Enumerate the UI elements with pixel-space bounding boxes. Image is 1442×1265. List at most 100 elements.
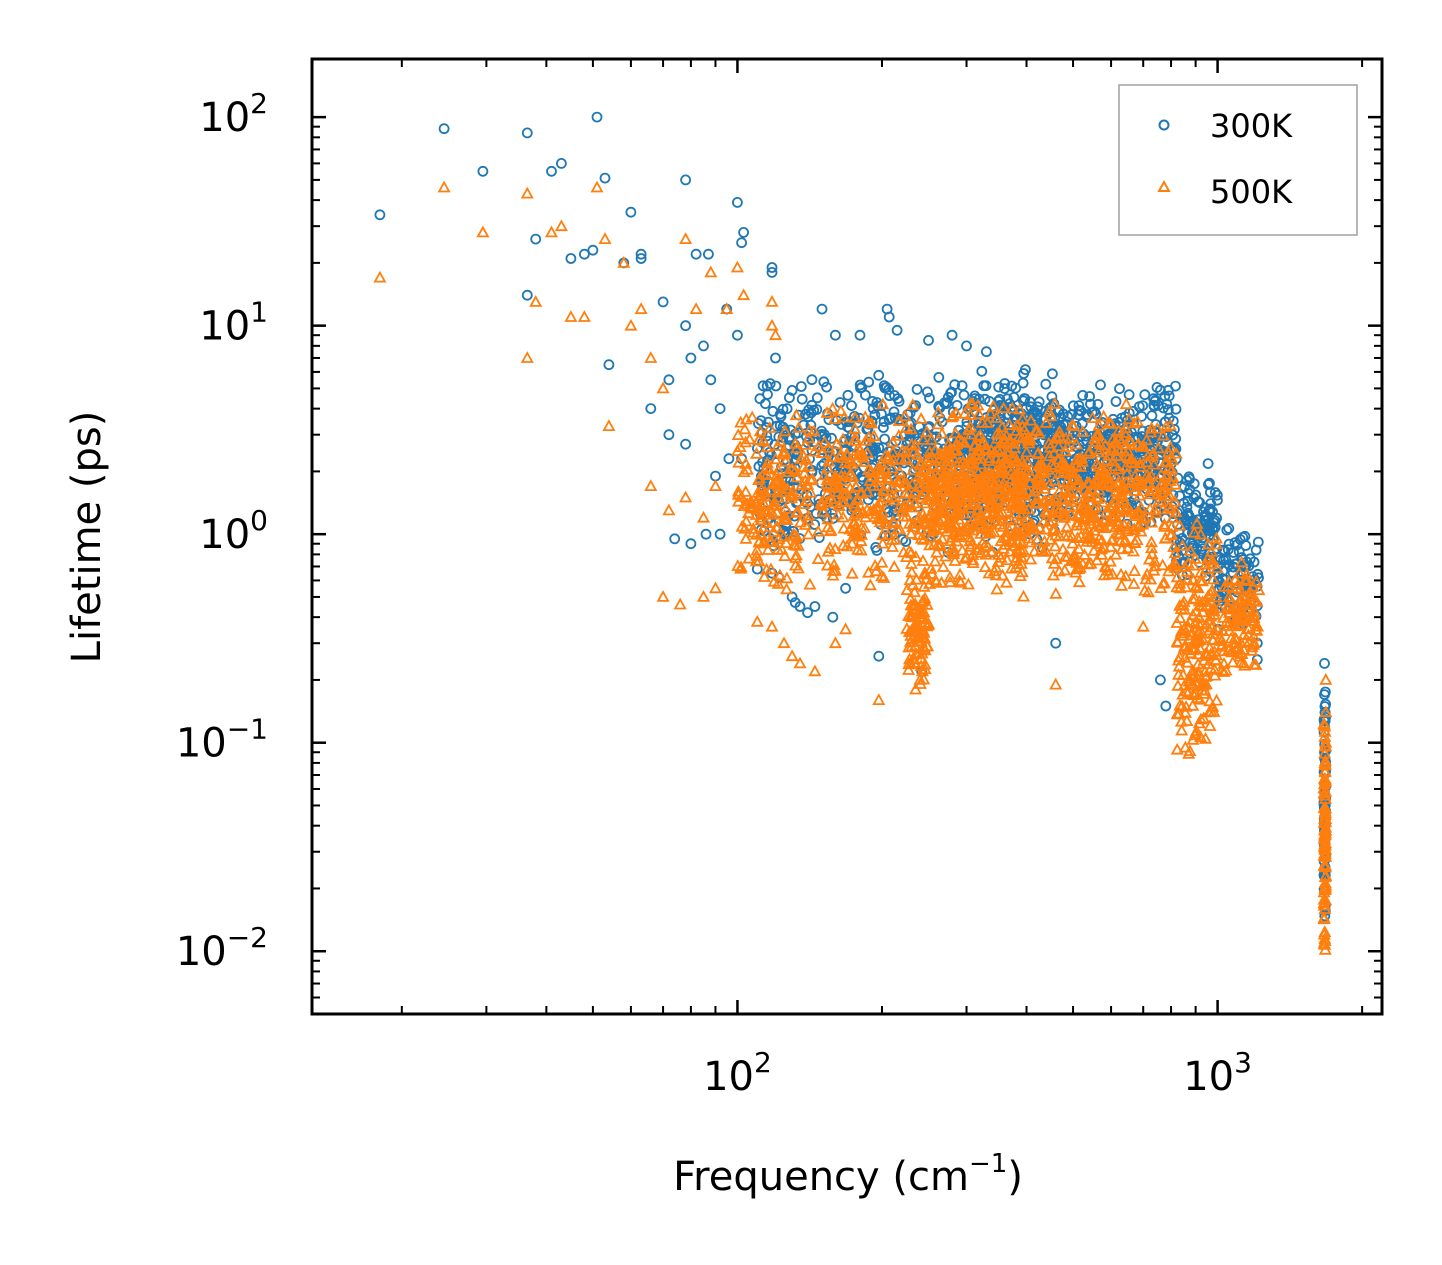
data-point-500k	[1141, 585, 1155, 598]
data-point-500k	[994, 551, 1008, 563]
data-point-500k	[860, 503, 874, 515]
data-point-500k	[958, 406, 972, 419]
data-point-500k	[1122, 433, 1136, 446]
data-point-500k	[1180, 642, 1195, 655]
data-point-500k	[1120, 522, 1134, 534]
data-point-500k	[771, 485, 785, 498]
data-point-500k	[1072, 473, 1086, 486]
data-point-500k	[1084, 556, 1098, 569]
plot-frame	[310, 57, 1384, 1016]
data-point-500k	[865, 416, 879, 429]
data-point-500k	[779, 536, 793, 548]
data-point-500k	[763, 421, 777, 433]
data-point-500k	[958, 552, 972, 564]
data-point-500k	[930, 484, 944, 496]
data-point-500k	[752, 473, 766, 486]
data-point-500k	[907, 585, 922, 598]
data-point-500k	[1014, 509, 1028, 521]
data-points-layer	[373, 111, 1333, 955]
data-point-300k	[757, 380, 769, 392]
data-point-500k	[784, 491, 799, 504]
data-point-300k	[816, 303, 828, 315]
data-point-500k	[849, 454, 864, 467]
data-point-500k	[750, 614, 764, 627]
data-point-500k	[1182, 746, 1196, 759]
y-tick-label: 101	[199, 296, 268, 350]
data-point-300k	[923, 334, 934, 346]
data-point-500k	[1072, 542, 1086, 554]
data-point-500k	[1049, 586, 1063, 599]
data-point-500k	[1173, 611, 1187, 623]
data-point-300k	[663, 374, 675, 386]
data-point-300k	[1073, 404, 1085, 416]
data-point-300k	[1160, 700, 1172, 712]
data-point-500k	[1031, 447, 1045, 460]
data-point-500k	[1057, 492, 1071, 505]
data-point-500k	[1133, 474, 1147, 487]
data-point-500k	[848, 410, 862, 423]
data-point-500k	[1188, 728, 1202, 741]
data-point-500k	[926, 477, 940, 490]
data-point-500k	[930, 523, 944, 535]
data-point-500k	[1317, 859, 1331, 872]
data-point-500k	[764, 534, 778, 547]
data-point-500k	[1178, 560, 1192, 572]
data-point-300k	[1187, 538, 1198, 549]
data-point-500k	[917, 579, 931, 592]
data-point-500k	[766, 477, 780, 490]
data-point-500k	[1247, 657, 1261, 670]
data-point-500k	[1092, 445, 1106, 458]
data-point-500k	[1233, 649, 1247, 662]
data-point-500k	[1091, 537, 1105, 549]
data-point-500k	[877, 571, 891, 583]
x-tick-label-base: 10	[1183, 1054, 1234, 1100]
data-point-500k	[764, 562, 778, 575]
data-point-500k	[708, 581, 723, 594]
data-point-500k	[1119, 397, 1133, 410]
y-tick-label-base: 10	[176, 929, 227, 975]
y-tick-label-base: 10	[199, 512, 250, 558]
data-point-500k	[673, 597, 687, 610]
data-point-500k	[1198, 677, 1212, 690]
data-point-500k	[747, 525, 761, 538]
data-point-300k	[1202, 458, 1214, 470]
data-point-300k	[1223, 523, 1235, 534]
data-point-500k	[923, 538, 937, 551]
data-point-500k	[1174, 714, 1188, 727]
y-tick-label: 10−1	[176, 713, 268, 767]
data-point-500k	[1215, 623, 1229, 636]
data-point-500k	[768, 328, 783, 341]
data-point-500k	[778, 549, 792, 561]
data-point-300k	[873, 369, 885, 381]
data-point-500k	[816, 504, 830, 517]
data-point-500k	[476, 225, 490, 238]
data-point-500k	[1049, 552, 1063, 565]
data-point-500k	[821, 544, 835, 557]
data-point-500k	[899, 420, 913, 433]
data-point-500k	[971, 481, 985, 494]
data-point-300k	[1319, 689, 1330, 700]
data-point-300k	[946, 329, 958, 341]
data-point-500k	[821, 461, 835, 474]
data-point-500k	[757, 497, 771, 510]
data-point-500k	[1194, 527, 1208, 540]
data-point-500k	[1005, 401, 1019, 414]
data-point-500k	[696, 590, 711, 602]
data-point-500k	[1318, 934, 1332, 946]
data-point-500k	[837, 451, 851, 464]
data-point-500k	[1024, 413, 1038, 426]
data-point-500k	[1024, 552, 1038, 565]
data-point-300k	[1160, 431, 1172, 443]
data-point-500k	[1034, 457, 1048, 470]
data-point-500k	[984, 525, 998, 538]
y-tick-label-exponent: 1	[250, 296, 268, 329]
data-point-500k	[1041, 505, 1055, 518]
data-point-500k	[985, 467, 999, 480]
data-point-500k	[848, 421, 862, 434]
data-point-500k	[1193, 641, 1207, 653]
data-point-500k	[1049, 677, 1063, 690]
data-point-500k	[874, 456, 888, 469]
data-point-500k	[851, 542, 865, 555]
data-point-500k	[1163, 440, 1178, 453]
data-point-500k	[793, 656, 807, 669]
